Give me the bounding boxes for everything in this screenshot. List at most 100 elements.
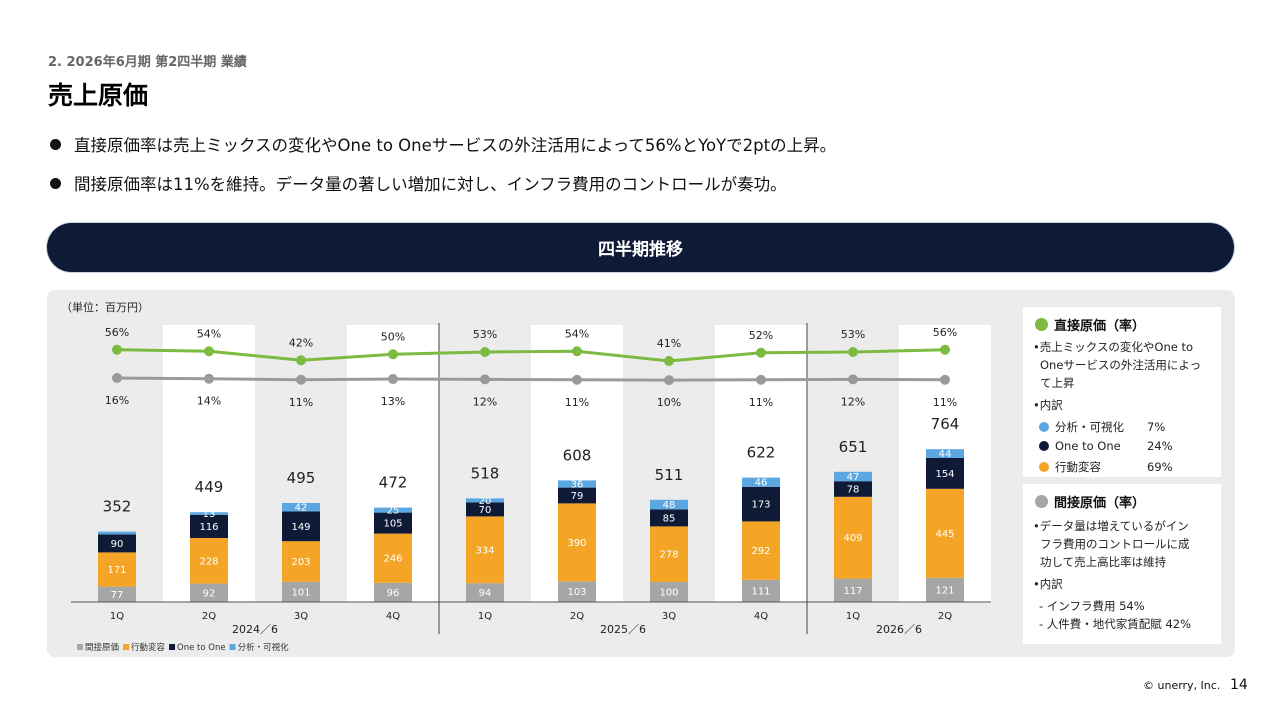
desc-line: て上昇 — [1040, 376, 1075, 390]
point-indirect_line — [848, 374, 858, 385]
bar-label-behavior: 171 — [107, 565, 126, 576]
ratio-label-indirect_line: 11% — [289, 396, 313, 409]
ratio-label-direct_line: 52% — [749, 329, 773, 342]
line-indirect_line — [116, 376, 946, 382]
legend-label-analytics: 分析・可視化 — [238, 642, 290, 653]
bar-indirect — [742, 579, 780, 602]
desc-line: 功して売上高比率は維持 — [1040, 555, 1167, 569]
item-label: 分析・可視化 — [1055, 420, 1124, 434]
bar-one_to_one — [98, 534, 136, 553]
x-tick-label: 3Q — [662, 611, 676, 622]
bar-label-indirect: 121 — [935, 585, 954, 596]
legend-label-indirect: 間接原価 — [85, 642, 120, 653]
point-indirect_line — [756, 374, 766, 385]
bar-label-analytics: 44 — [939, 449, 952, 460]
chart-panel: （単位：百万円） 77 92 101 96 94 103 100 111 117 121 171 22… — [47, 290, 1235, 657]
total-label: 495 — [287, 469, 316, 487]
indirect-cost-card: 間接原価（率） •データ量は増えているがイン フラ費用のコントロールに成 功して… — [1023, 484, 1221, 644]
bar-label-analytics: 13 — [203, 509, 216, 520]
bullet-text: 直接原価率は売上ミックスの変化やOne to Oneサービスの外注活用によって5… — [74, 136, 837, 155]
bar-one_to_one — [834, 481, 872, 497]
bar-label-behavior: 246 — [383, 554, 402, 565]
bar-indirect — [466, 583, 504, 602]
bar-analytics — [98, 531, 136, 535]
group-label: 2026／6 — [876, 623, 922, 636]
x-tick-label: 2Q — [938, 611, 952, 622]
page-number: 14 — [1230, 677, 1248, 693]
bar-label-indirect: 117 — [843, 586, 862, 597]
bullet-dot-icon — [50, 178, 61, 189]
bullet-direct-cost: 直接原価率は売上ミックスの変化やOne to Oneサービスの外注活用によって5… — [50, 132, 836, 156]
ratio-label-indirect_line: 11% — [933, 396, 957, 409]
item-pct: 7% — [1147, 420, 1166, 434]
bar-indirect — [190, 583, 228, 602]
ratio-label-indirect_line: 16% — [105, 394, 129, 407]
ratio-label-direct_line: 54% — [565, 327, 589, 340]
bar-label-behavior: 292 — [751, 546, 770, 557]
point-indirect_line — [112, 373, 122, 383]
bar-label-analytics: 20 — [479, 496, 492, 507]
point-indirect_line — [940, 374, 950, 385]
bar-label-one_to_one: 79 — [571, 491, 584, 502]
point-indirect_line — [480, 374, 490, 385]
bar-analytics — [926, 449, 964, 458]
breakdown-item-one-to-one: One to One 24% — [1039, 439, 1173, 453]
copyright: © unerry, Inc. — [1143, 679, 1221, 692]
bar-behavior — [282, 541, 320, 582]
point-direct_line — [296, 355, 306, 366]
bar-indirect — [98, 586, 136, 602]
bar-label-indirect: 96 — [387, 588, 400, 599]
bar-label-indirect: 77 — [111, 590, 124, 601]
bar-label-analytics: 48 — [663, 500, 676, 511]
x-tick-label: 2Q — [570, 611, 584, 622]
bar-label-indirect: 101 — [291, 587, 310, 598]
bar-behavior — [650, 526, 688, 582]
bar-label-behavior: 278 — [659, 550, 678, 561]
analytics-dot-icon — [1039, 422, 1049, 432]
one-to-one-dot-icon — [1039, 441, 1049, 451]
bar-behavior — [374, 533, 412, 583]
bar-label-indirect: 111 — [751, 586, 770, 597]
total-label: 622 — [747, 444, 776, 462]
ratio-label-indirect_line: 13% — [381, 395, 405, 408]
bar-label-behavior: 390 — [567, 538, 586, 549]
bar-one_to_one — [558, 487, 596, 504]
bar-indirect — [650, 582, 688, 602]
legend-label-behavior: 行動変容 — [131, 642, 166, 653]
card-title-text: 間接原価（率） — [1054, 496, 1146, 511]
bar-behavior — [926, 488, 964, 578]
bar-label-analytics: 47 — [847, 472, 860, 483]
unit-label: （単位：百万円） — [61, 301, 149, 314]
bar-one_to_one — [282, 511, 320, 542]
total-label: 764 — [931, 415, 960, 433]
ratio-label-indirect_line: 10% — [657, 396, 681, 409]
item-label: 行動変容 — [1055, 460, 1101, 474]
bar-label-one_to_one: 70 — [479, 505, 492, 516]
point-indirect_line — [388, 374, 398, 385]
bar-behavior — [742, 521, 780, 580]
ratio-label-direct_line: 56% — [933, 326, 957, 339]
legend-label-one_to_one: One to One — [177, 643, 226, 653]
bar-behavior — [190, 538, 228, 584]
direct-cost-desc: •売上ミックスの変化やOne to Oneサービスの外注活用によっ て上昇 — [1033, 338, 1201, 392]
bar-label-indirect: 103 — [567, 587, 586, 598]
direct-cost-card-title: 直接原価（率） — [1035, 315, 1145, 334]
banner-label: 四半期推移 — [598, 240, 683, 260]
indirect-cost-desc: •データ量は増えているがイン フラ費用のコントロールに成 功して売上高比率は維持 — [1033, 517, 1190, 571]
ratio-label-direct_line: 53% — [473, 328, 497, 341]
total-label: 352 — [103, 498, 132, 516]
ratio-label-indirect_line: 14% — [197, 395, 221, 408]
x-tick-label: 1Q — [846, 611, 860, 622]
desc-line: フラ費用のコントロールに成 — [1040, 537, 1190, 551]
bar-behavior — [98, 552, 136, 587]
legend-swatch-indirect — [77, 644, 83, 650]
x-tick-label: 1Q — [110, 611, 124, 622]
page-title: 売上原価 — [48, 81, 149, 110]
indirect-breakdown: - インフラ費用 54% - 人件費・地代家賃配賦 42% — [1039, 597, 1191, 633]
point-direct_line — [756, 347, 766, 358]
breakdown-label: •内訳 — [1033, 577, 1063, 591]
bar-analytics — [650, 499, 688, 510]
bar-one_to_one — [466, 502, 504, 517]
ratio-label-direct_line: 42% — [289, 336, 313, 349]
point-direct_line — [388, 349, 398, 360]
